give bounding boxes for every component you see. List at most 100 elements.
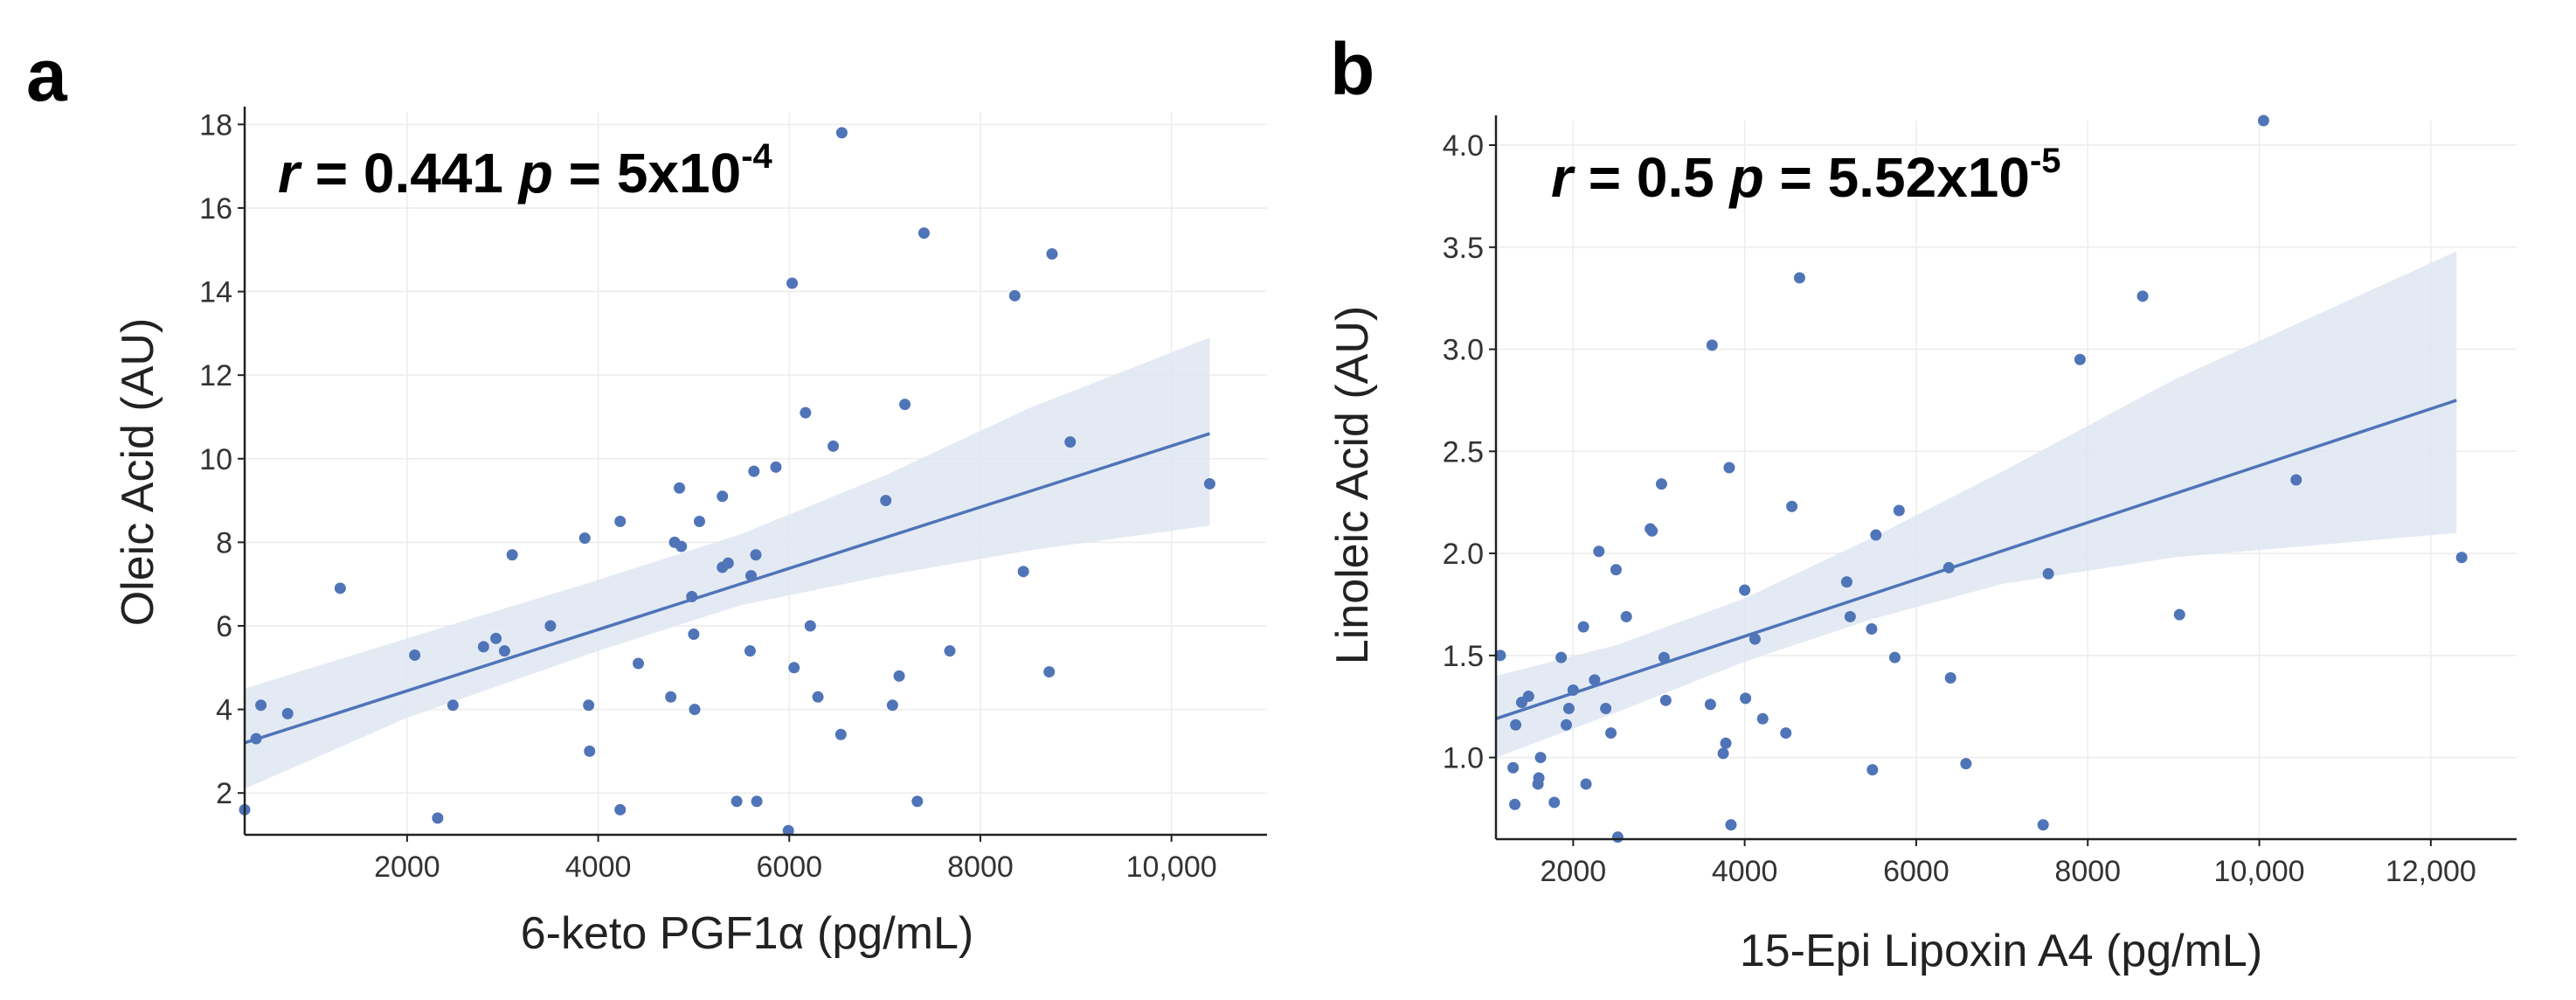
panel-a-data-point [748, 465, 760, 477]
panel-b-data-point [1748, 633, 1761, 645]
panel-a-data-point [1008, 289, 1021, 302]
panel-b-data-point [1555, 651, 1568, 663]
panel-b-data-point [1533, 772, 1545, 784]
panel-a-data-point [250, 733, 262, 745]
panel-a-data-point [786, 277, 799, 289]
panel-b-data-point [2257, 115, 2269, 127]
panel-a-data-point [688, 628, 700, 641]
panel-a-data-point [578, 532, 591, 545]
panel-b-data-point [1646, 524, 1658, 537]
panel-b-data-point [1605, 727, 1617, 740]
panel-a-data-point [1064, 436, 1077, 448]
panel-a-data-point [944, 645, 956, 657]
panel-a-data-point [675, 540, 688, 552]
panel-a-statistic: r = 0.441 p = 5x10-4 [278, 137, 773, 205]
panel-b-data-point [2042, 567, 2054, 580]
panel-b-data-point [1739, 584, 1751, 596]
panel-a-data-point [751, 795, 763, 808]
panel-a-data-point [893, 670, 905, 682]
panel-a-data-point [584, 745, 596, 757]
panel-a-data-point [674, 482, 686, 494]
panel-a-label: a [26, 34, 68, 116]
panel-a-y-tick-label: 6 [216, 610, 232, 643]
panel-a-data-point [911, 795, 924, 808]
panel-a-data-point [686, 591, 698, 603]
panel-a-data-point [614, 515, 627, 527]
panel-b-y-tick-label: 2.5 [1443, 435, 1484, 469]
panel-b-data-point [1610, 564, 1622, 576]
panel-a-y-axis-label: Oleic Acid (AU) [113, 318, 163, 627]
panel-b-points [1494, 115, 2468, 844]
panel-a-data-point [828, 440, 840, 452]
panel-b-y-tick-label: 3.0 [1443, 334, 1484, 367]
panel-b-data-point [1580, 778, 1592, 790]
panel-a-data-point [744, 645, 756, 657]
panel-b-data-point [1658, 651, 1670, 663]
panel-a-x-tick-label: 4000 [565, 851, 632, 884]
panel-a-data-point [717, 490, 729, 503]
panel-a-data-point [750, 549, 762, 561]
panel-b-data-point [1589, 674, 1601, 686]
panel-a-x-tick-label: 10,000 [1126, 851, 1217, 884]
panel-b-data-point [1942, 561, 1955, 573]
panel-b-data-point [2455, 552, 2468, 564]
panel-b-data-point [1509, 798, 1521, 810]
panel-b-label: b [1330, 28, 1375, 110]
panel-b-statistic: r = 0.5 p = 5.52x10-5 [1551, 142, 2061, 209]
panel-a-axes: 2000 4000 6000 8000 10,000 2 4 6 8 10 12 14 16 18 [199, 107, 1267, 884]
panel-b-data-point [1577, 621, 1589, 633]
panel-a-data-point [665, 691, 677, 703]
panel-b-data-point [1562, 703, 1575, 715]
panel-a-x-tick-label: 8000 [947, 851, 1014, 884]
panel-b-data-point [1756, 712, 1769, 725]
panel-b-x-tick-label: 8000 [2054, 855, 2121, 888]
panel-b-data-point [1840, 576, 1852, 588]
panel-a-r-symbol: r [278, 142, 302, 205]
panel-b-grid [1496, 121, 2517, 839]
panel-a-x-tick-label: 6000 [756, 851, 822, 884]
panel-b-p-value: = 5.52x10 [1764, 146, 2030, 209]
panel-a: a 2000 4000 6000 8000 10,000 2 4 6 8 10 12 14 16 18 r… [26, 34, 1267, 959]
panel-a-p-symbol: p [517, 142, 553, 205]
panel-b-data-point [1659, 694, 1672, 706]
panel-a-data-point [689, 704, 701, 716]
panel-b-data-point [1548, 796, 1561, 809]
panel-b-data-point [1740, 692, 1752, 705]
panel-b-data-point [1960, 758, 1972, 770]
panel-a-r-value: = 0.441 [300, 142, 519, 205]
panel-a-data-point [281, 707, 294, 719]
panel-a-data-point [812, 691, 824, 703]
panel-b-data-point [1866, 764, 1879, 776]
panel-a-data-point [1046, 248, 1058, 260]
panel-b-y-axis-label: Linoleic Acid (AU) [1327, 306, 1378, 664]
panel-a-y-tick-label: 16 [199, 192, 232, 226]
panel-a-data-point [1017, 566, 1029, 578]
panel-b-data-point [1723, 462, 1735, 474]
panel-b-data-point [2136, 290, 2149, 302]
panel-a-x-tick-label: 2000 [374, 851, 440, 884]
panel-a-data-point [745, 570, 758, 582]
panel-b-r-value: = 0.5 [1573, 146, 1730, 209]
panel-a-y-tick-label: 14 [199, 276, 232, 309]
panel-a-y-tick-label: 4 [216, 694, 232, 727]
panel-a-data-point [770, 461, 782, 473]
panel-b-data-point [1704, 698, 1716, 711]
panel-b-data-point [1944, 672, 1956, 684]
panel-a-x-axis-label: 6-keto PGF1α (pg/mL) [521, 908, 973, 959]
panel-a-data-point [722, 557, 734, 569]
panel-b-data-point [1893, 504, 1905, 517]
panel-b-data-point [1494, 649, 1506, 662]
panel-b-data-point [1866, 622, 1878, 635]
panel-b-x-tick-label: 12,000 [2386, 855, 2476, 888]
panel-a-y-tick-label: 8 [216, 526, 232, 559]
panel-a-y-tick-label: 18 [199, 108, 232, 142]
panel-a-points [239, 127, 1215, 837]
panel-b-data-point [2037, 819, 2049, 831]
panel-a-y-tick-label: 2 [216, 777, 232, 810]
panel-a-data-point [477, 641, 489, 653]
panel-b-y-tick-label: 1.5 [1443, 640, 1484, 673]
panel-a-p-value: = 5x10 [553, 142, 741, 205]
panel-a-data-point [800, 406, 812, 419]
panel-b-x-axis-label: 15-Epi Lipoxin A4 (pg/mL) [1740, 926, 2262, 976]
panel-a-data-point [490, 632, 502, 644]
